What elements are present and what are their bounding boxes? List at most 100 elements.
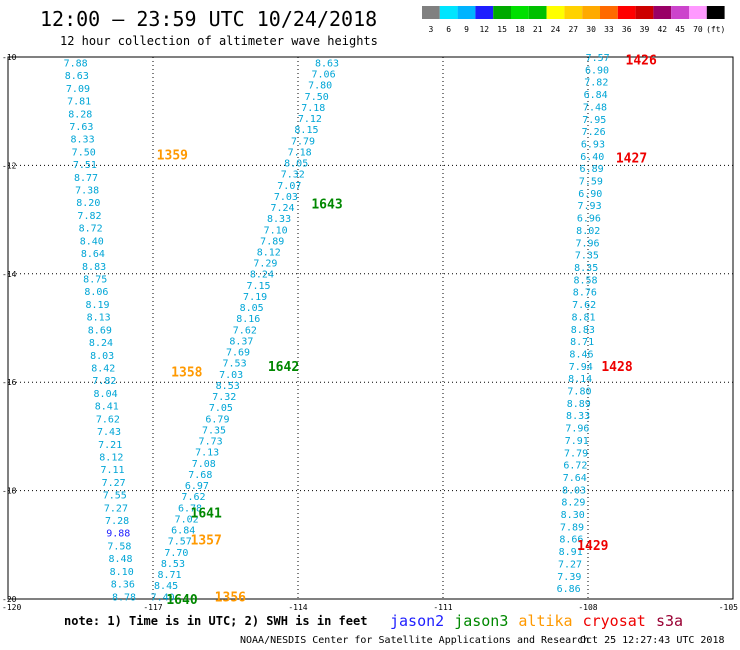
- wave-height-label: 7.24: [270, 203, 294, 214]
- wave-height-label: 8.05: [284, 159, 308, 170]
- colorbar-swatch: [653, 6, 672, 19]
- wave-height-label: 8.89: [567, 399, 591, 410]
- colorbar-swatch: [564, 6, 583, 19]
- wave-height-label: 8.64: [81, 249, 105, 260]
- data-marks: 7.888.637.097.818.287.638.337.507.518.77…: [64, 53, 657, 608]
- wave-height-label: 8.71: [157, 570, 181, 581]
- wave-height-label: 7.62: [96, 414, 120, 425]
- wave-height-label: 8.83: [571, 325, 595, 336]
- colorbar-swatch: [689, 6, 707, 19]
- wave-height-label: 8.40: [80, 236, 104, 247]
- colorbar-swatch: [706, 6, 725, 19]
- wave-height-label: 8.35: [574, 263, 598, 274]
- wave-height-label: 6.40: [580, 152, 604, 163]
- wave-height-label: 6.72: [563, 461, 587, 472]
- colorbar-label: 30: [586, 25, 596, 34]
- wave-height-label: 7.64: [563, 473, 587, 484]
- x-tick-label: -111: [433, 603, 452, 612]
- wave-height-label: 7.57: [586, 53, 610, 64]
- pass-number-label: 1357: [191, 533, 222, 548]
- wave-height-label: 7.48: [583, 102, 607, 113]
- wave-height-label: 6.78: [178, 503, 202, 514]
- wave-height-label: 8.05: [240, 303, 264, 314]
- wave-height-label: 7.02: [175, 514, 199, 525]
- wave-height-label: 8.75: [83, 275, 107, 286]
- plot-frame: [7, 56, 734, 600]
- colorbar-swatch: [475, 6, 494, 19]
- wave-height-label: 7.82: [77, 211, 101, 222]
- wave-height-label: 8.48: [109, 554, 133, 565]
- pass-number-label: 1426: [626, 54, 657, 69]
- grid: [8, 57, 733, 599]
- colorbar-swatch: [422, 6, 440, 19]
- wave-height-label: 8.20: [76, 198, 100, 209]
- page-title: 12:00 – 23:59 UTC 10/24/2018: [40, 7, 377, 31]
- wave-height-label: 8.83: [82, 262, 106, 273]
- wave-height-label: 7.51: [73, 160, 97, 171]
- wave-height-label: 7.28: [105, 516, 129, 527]
- colorbar-swatch: [511, 6, 529, 19]
- wave-height-label: 8.91: [559, 547, 583, 558]
- wave-height-label: 7.40: [151, 592, 175, 603]
- wave-height-label: 6.96: [577, 214, 601, 225]
- wave-height-label: 7.62: [572, 300, 596, 311]
- legend-entry-jason3: jason3: [454, 612, 508, 630]
- wave-height-label: 7.80: [308, 81, 332, 92]
- wave-height-label: 8.28: [68, 109, 92, 120]
- colorbar-swatch: [635, 6, 654, 19]
- wave-height-label: 7.62: [233, 325, 257, 336]
- wave-height-label: 7.50: [305, 92, 329, 103]
- wave-height-label: 7.81: [67, 97, 91, 108]
- wave-height-label: 8.16: [236, 314, 260, 325]
- colorbar-label: 3: [428, 25, 433, 34]
- wave-height-label: 7.82: [92, 376, 116, 387]
- wave-height-label: 7.08: [192, 459, 216, 470]
- wave-height-label: 7.96: [565, 424, 589, 435]
- x-tick-label: -114: [288, 603, 307, 612]
- colorbar-label: 45: [675, 25, 685, 34]
- pass-number-label: 1427: [616, 151, 647, 166]
- wave-height-label: 7.27: [102, 478, 126, 489]
- wave-height-label: 8.63: [315, 58, 339, 69]
- wave-height-label: 8.33: [71, 135, 95, 146]
- wave-height-label: 8.81: [571, 312, 595, 323]
- note-text: note: 1) Time is in UTC; 2) SWH is in fe…: [64, 614, 367, 628]
- wave-height-label: 8.63: [65, 71, 89, 82]
- y-tick-label: -14: [2, 270, 17, 279]
- colorbar-swatch: [582, 6, 600, 19]
- pass-number-label: 1429: [577, 539, 608, 554]
- wave-height-label: 7.18: [301, 103, 325, 114]
- y-tick-label: -20: [2, 595, 17, 604]
- wave-height-label: 8.53: [216, 381, 240, 392]
- wave-height-label: 7.53: [223, 359, 247, 370]
- wave-height-label: 8.46: [569, 349, 593, 360]
- wave-height-label: 7.11: [100, 465, 124, 476]
- wave-height-label: 6.89: [580, 164, 604, 175]
- wave-height-label: 6.86: [557, 584, 581, 595]
- wave-height-label: 7.95: [582, 115, 606, 126]
- y-tick-label: -16: [2, 378, 17, 387]
- wave-height-label: 8.12: [99, 452, 123, 463]
- wave-height-label: 6.90: [585, 65, 609, 76]
- colorbar-label: 70: [693, 25, 703, 34]
- legend-entry-cryosat: cryosat: [583, 612, 646, 630]
- wave-height-label: 8.33: [566, 411, 590, 422]
- y-tick-label: -18: [2, 487, 17, 496]
- wave-height-label: 7.38: [75, 186, 99, 197]
- plot-area: -10 -12 -14 -16 -18 -20-120 -117 -114 -111 -108 -1…: [2, 53, 738, 612]
- wave-height-label: 7.62: [181, 492, 205, 503]
- wave-height-label: 7.13: [195, 448, 219, 459]
- colorbar-label: 9: [464, 25, 469, 34]
- colorbar-swatch: [457, 6, 476, 19]
- wave-height-label: 8.30: [561, 510, 585, 521]
- wave-height-label: 7.06: [312, 70, 336, 81]
- colorbar-label: 39: [640, 25, 650, 34]
- wave-height-label: 7.93: [578, 201, 602, 212]
- x-tick-label: -120: [2, 603, 21, 612]
- wave-height-label: 7.96: [576, 238, 600, 249]
- colorbar-label: 24: [551, 25, 561, 34]
- wave-height-label: 7.79: [291, 136, 315, 147]
- x-tick-label: -105: [719, 603, 738, 612]
- colorbar-swatch: [617, 6, 636, 19]
- wave-height-label: 7.39: [557, 572, 581, 583]
